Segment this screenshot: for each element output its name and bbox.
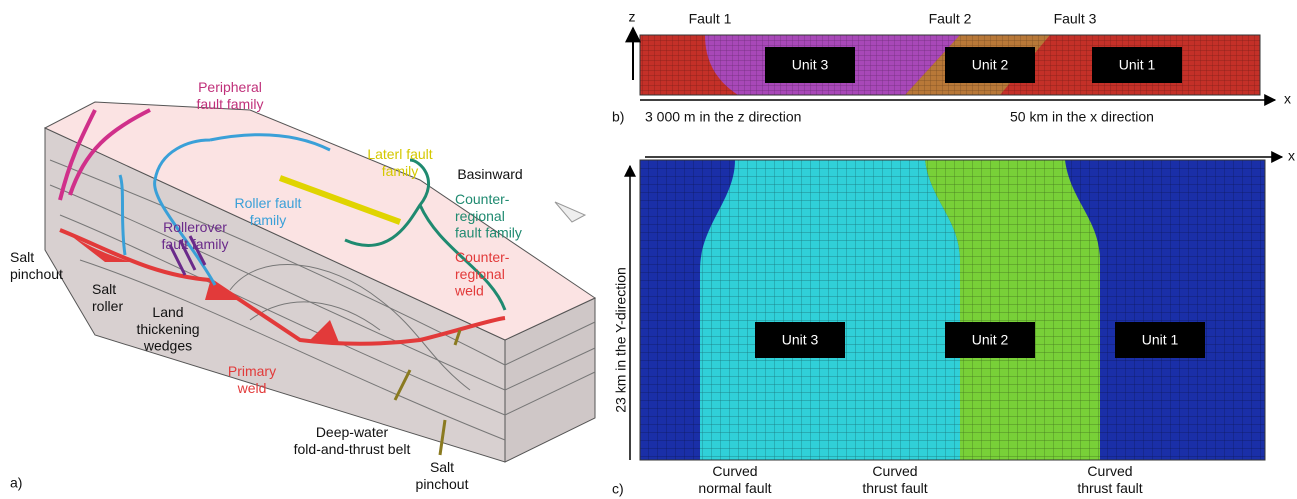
block-diagram [45, 102, 595, 462]
text-line: fault family [197, 96, 264, 112]
axis-label: x [1288, 148, 1295, 164]
dimension: 50 km in the x direction [1010, 109, 1154, 125]
unit-label: Unit 1 [1119, 57, 1156, 73]
text-line: weld [237, 380, 267, 396]
text-line: Roller fault [235, 195, 302, 211]
fault-label: Fault 1 [689, 11, 732, 27]
mesh-c [630, 157, 1282, 460]
unit-label: Unit 3 [792, 57, 829, 73]
text-line: Laterl fault [367, 146, 432, 162]
text-line: Curved [872, 463, 917, 479]
figure: a) Peripheralfault family Laterl faultfa… [0, 0, 1297, 499]
text-line: fault family [455, 224, 522, 240]
text-line: regional [455, 208, 505, 224]
text-line: fault family [162, 236, 229, 252]
text-line: fold-and-thrust belt [294, 441, 411, 457]
unit-label: Unit 1 [1142, 332, 1179, 348]
text-line: Peripheral [198, 79, 262, 95]
text-line: thrust fault [862, 480, 927, 496]
panel-label: b) [612, 109, 624, 125]
unit-label: Unit 3 [782, 332, 819, 348]
text-line: Salt [430, 459, 454, 475]
text-line: pinchout [10, 266, 63, 282]
text-line: pinchout [416, 476, 469, 492]
text-line: thickening [136, 321, 199, 337]
axis-label: 23 km in the Y-direction [613, 267, 629, 413]
text-line: family [382, 163, 419, 179]
text-line: Basinward [457, 166, 522, 182]
text-line: Rollerover [163, 219, 227, 235]
text-line: normal fault [698, 480, 771, 496]
fault-label: Fault 2 [929, 11, 972, 27]
text-line: Curved [1087, 463, 1132, 479]
panel-label: c) [612, 481, 624, 497]
text-line: Primary [228, 363, 276, 379]
axis-label: x [1284, 91, 1291, 107]
text-line: Salt [10, 249, 34, 265]
panel-label: a) [10, 475, 22, 491]
unit-label: Unit 2 [972, 57, 1009, 73]
text-line: Deep-water [316, 424, 389, 440]
axis-label: z [629, 9, 636, 25]
text-line: thrust fault [1077, 480, 1142, 496]
annotation: Basinward [457, 166, 522, 182]
text-line: weld [454, 282, 484, 298]
mesh-b [633, 28, 1275, 100]
text-line: Land [152, 304, 183, 320]
text-line: family [250, 212, 287, 228]
text-line: Counter- [455, 249, 510, 265]
text-line: wedges [143, 337, 192, 353]
text-line: roller [92, 298, 123, 314]
text-line: regional [455, 266, 505, 282]
text-line: Counter- [455, 191, 510, 207]
dimension: 3 000 m in the z direction [645, 109, 801, 125]
text-line: Salt [92, 281, 116, 297]
unit-label: Unit 2 [972, 332, 1009, 348]
text-line: Curved [712, 463, 757, 479]
fault-label: Fault 3 [1054, 11, 1097, 27]
